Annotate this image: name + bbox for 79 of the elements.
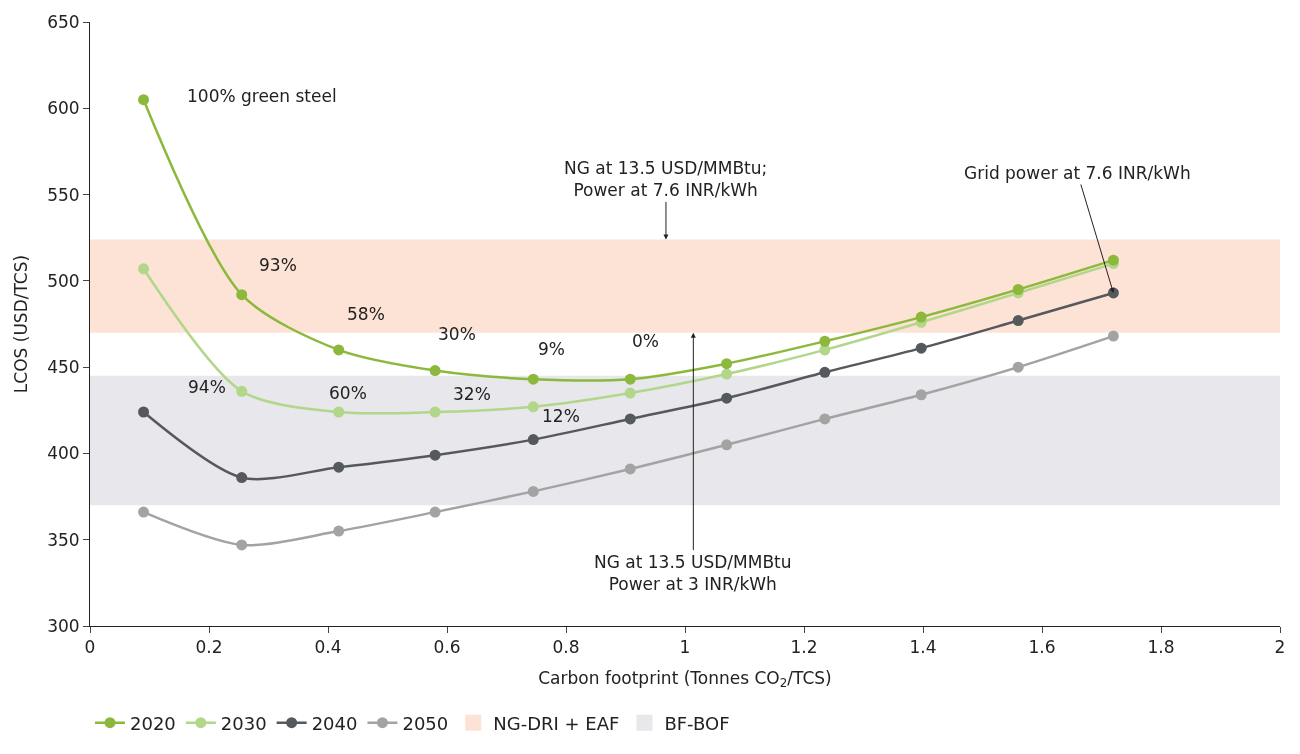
point [721, 392, 733, 404]
annotation: 60% [329, 383, 367, 403]
y-tick-label: 300 [47, 615, 80, 636]
legend-label: BF-BOF [664, 712, 730, 734]
point [236, 539, 248, 551]
point [1012, 361, 1024, 373]
x-tick-label: 1.2 [790, 637, 818, 658]
point [819, 335, 831, 347]
point [527, 401, 539, 413]
y-tick-label: 600 [47, 98, 80, 119]
annotation: 30% [438, 324, 476, 344]
point [236, 385, 248, 397]
point [624, 387, 636, 399]
annotation: 12% [542, 406, 580, 426]
annotation: 94% [188, 377, 226, 397]
y-axis-title: LCOS (USD/TCS) [10, 254, 31, 394]
point [624, 413, 636, 425]
point [721, 439, 733, 451]
y-tick-label: 500 [47, 270, 80, 291]
annotation: 100% green steel [187, 86, 337, 106]
point [915, 311, 927, 323]
point [429, 449, 441, 461]
y-tick-label: 400 [47, 443, 80, 464]
point [915, 342, 927, 354]
point [624, 373, 636, 385]
point [333, 344, 345, 356]
legend-label: NG-DRI + EAF [493, 712, 620, 734]
annotation: 93% [259, 255, 297, 275]
x-tick-label: 1 [679, 637, 691, 658]
x-tick-label: 0 [84, 637, 96, 658]
legend-label: 2020 [130, 712, 176, 734]
annotation: Grid power at 7.6 INR/kWh [964, 163, 1191, 183]
point [915, 389, 927, 401]
y-tick-label: 650 [47, 11, 80, 32]
legend-label: 2030 [220, 712, 267, 734]
point [429, 406, 441, 418]
point [138, 94, 150, 106]
point [236, 289, 248, 301]
point [819, 413, 831, 425]
annotation: 9% [538, 339, 565, 359]
point [138, 263, 150, 275]
y-tick-label: 450 [47, 357, 80, 378]
point [721, 358, 733, 370]
x-tick-label: 0.8 [552, 637, 580, 658]
point [819, 366, 831, 378]
point [527, 434, 539, 446]
annotation: NG at 13.5 USD/MMBtu; Power at 7.6 INR/kWh [564, 158, 768, 201]
point [333, 525, 345, 537]
point [1012, 283, 1024, 295]
point [138, 506, 150, 518]
y-tick-label: 550 [47, 184, 80, 205]
x-tick-label: 2 [1274, 637, 1286, 658]
point [527, 373, 539, 385]
x-tick-label: 1.6 [1028, 637, 1056, 658]
point [333, 406, 345, 418]
x-tick-label: 0.6 [433, 637, 461, 658]
point [527, 485, 539, 497]
point [721, 368, 733, 380]
point [236, 472, 248, 484]
point [624, 463, 636, 475]
y-tick-label: 350 [47, 529, 80, 550]
point [1107, 254, 1119, 266]
point [333, 461, 345, 473]
annotation: NG at 13.5 USD/MMBtu Power at 3 INR/kWh [594, 552, 792, 595]
x-tick-label: 1.8 [1147, 637, 1175, 658]
x-tick-label: 0.2 [195, 637, 223, 658]
x-tick-label: 1.4 [909, 637, 937, 658]
x-axis-title: Carbon footprint (Tonnes CO$_{2}$/TCS) [538, 667, 832, 691]
point [429, 365, 441, 377]
annotation: 0% [632, 331, 659, 351]
point [1012, 315, 1024, 327]
point [429, 506, 441, 518]
annotation: 32% [453, 384, 491, 404]
x-tick-label: 0.4 [314, 637, 342, 658]
point [138, 406, 150, 418]
legend-label: 2040 [311, 712, 358, 734]
legend-label: 2050 [402, 712, 449, 734]
annotation: 58% [347, 304, 385, 324]
point [1107, 330, 1119, 342]
